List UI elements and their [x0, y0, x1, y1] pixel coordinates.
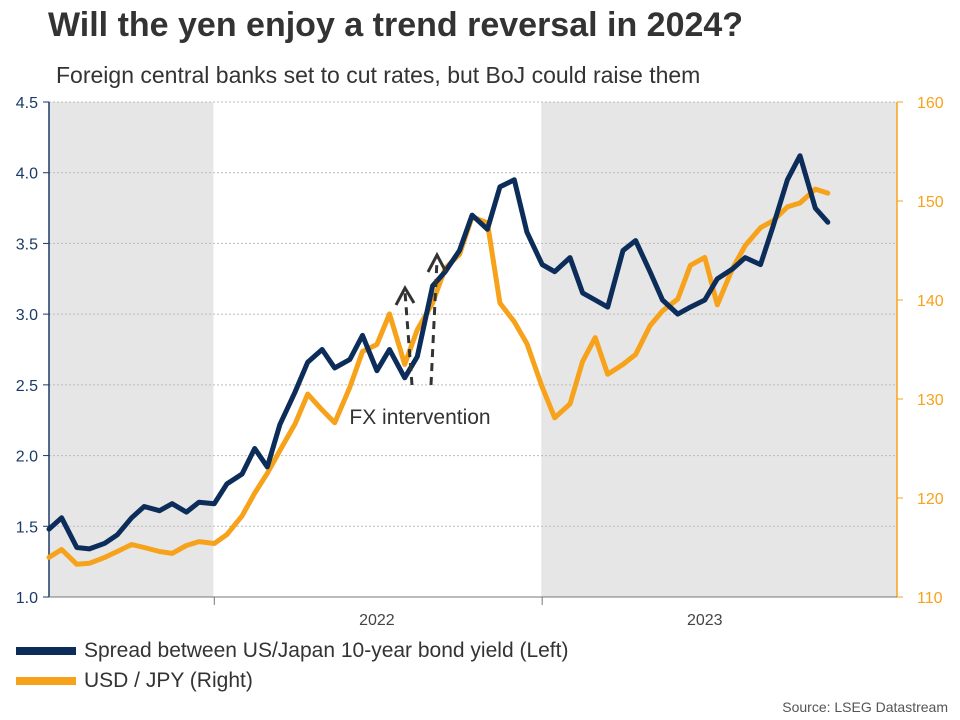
right-tick-label: 110: [917, 590, 943, 607]
shaded-period-1: [541, 102, 897, 597]
axes: [43, 101, 903, 598]
annotation-arrowhead-left: [394, 284, 416, 306]
right-axis-ticks: 110 120 130 140 150 160: [917, 95, 944, 607]
right-tick-label: 120: [917, 491, 944, 508]
series-lines: [46, 153, 831, 567]
legend-swatch-spread: [16, 647, 76, 655]
annotation-arrow-left: [403, 291, 414, 386]
right-tick-label: 160: [917, 95, 944, 112]
legend-swatch-usdjpy: [16, 677, 76, 685]
series-line-spread: [46, 153, 831, 552]
left-tick-label: 2.0: [16, 449, 38, 466]
legend: Spread between US/Japan 10-year bond yie…: [16, 636, 568, 696]
chart-subtitle: Foreign central banks set to cut rates, …: [56, 62, 701, 88]
legend-label-spread: Spread between US/Japan 10-year bond yie…: [84, 639, 569, 662]
left-tick-label: 3.0: [16, 307, 38, 324]
shaded-periods: [49, 102, 897, 597]
x-tick-label: 2022: [359, 612, 395, 629]
legend-item-usdjpy: USD / JPY (Right): [16, 666, 568, 696]
left-tick-label: 4.5: [16, 95, 38, 112]
right-tick-label: 130: [917, 392, 944, 409]
annotation-label: FX intervention: [349, 406, 490, 429]
left-tick-label: 4.0: [16, 166, 38, 183]
left-tick-label: 1.5: [16, 519, 38, 536]
left-tick-label: 3.5: [16, 236, 38, 253]
legend-label-usdjpy: USD / JPY (Right): [84, 669, 253, 692]
legend-item-spread: Spread between US/Japan 10-year bond yie…: [16, 636, 568, 666]
annotation-arrow-right: [429, 259, 439, 386]
chart-title: Will the yen enjoy a trend reversal in 2…: [48, 6, 744, 44]
gridlines: [49, 101, 897, 527]
series-line-usdjpy: [46, 186, 831, 567]
left-tick-label: 2.5: [16, 378, 38, 395]
fx-intervention-annotation: FX intervention: [349, 251, 491, 429]
left-tick-label: 1.0: [16, 590, 38, 607]
source-note: Source: LSEG Datastream: [782, 699, 948, 715]
x-tick-label: 2023: [687, 612, 723, 629]
right-tick-label: 150: [917, 194, 944, 211]
left-axis-ticks: 1.0 1.5 2.0 2.5 3.0 3.5 4.0 4.5: [16, 95, 38, 607]
x-axis-ticks: 2022 2023: [213, 597, 723, 629]
annotation-arrowhead-right: [426, 251, 448, 273]
right-tick-label: 140: [917, 293, 944, 310]
shaded-period-0: [49, 102, 214, 597]
